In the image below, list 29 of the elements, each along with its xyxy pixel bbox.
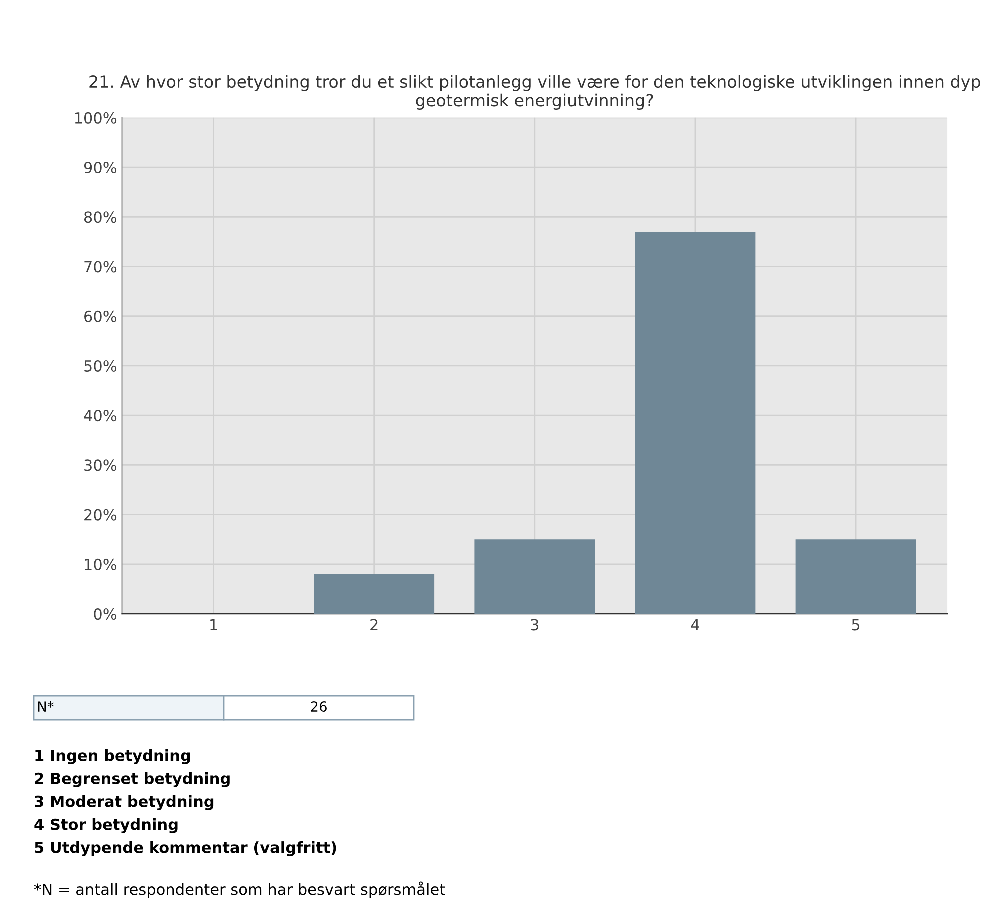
text: 3 Moderat betydning	[35, 796, 214, 810]
y-tick-label: 60%	[84, 310, 117, 322]
chart-title: 21. Av hvor stor betydning tror du et slikt pilotanlegg ville være for den teknologiske utviklingen innen dyp geotermisk energiutvinning?	[90, 75, 980, 110]
text: 4 Stor betydning	[34, 818, 178, 834]
y-tick-label: 40%	[84, 410, 117, 422]
x-tick-label: 1	[210, 619, 218, 631]
text: 2 Begrenset betydning	[35, 772, 230, 788]
x-tick-label: 2	[370, 619, 378, 631]
y-tick-label: 50%	[84, 360, 117, 372]
text: N*	[38, 702, 54, 712]
text: 1 Ingen betydning	[36, 750, 190, 764]
bar	[635, 232, 756, 614]
bar	[474, 540, 596, 614]
y-tick-label: 10%	[85, 558, 117, 570]
bar	[314, 574, 435, 614]
y-tick-label: 100%	[75, 112, 117, 124]
text: *N = antall respondenter som har besvart spørsmålet	[34, 882, 446, 898]
y-tick-label: 20%	[84, 509, 117, 521]
y-tick-label: 70%	[84, 261, 117, 273]
text: 5 Utdypende kommentar (valgfritt)	[35, 842, 336, 856]
y-tick-label: 80%	[84, 212, 117, 224]
text: 26	[311, 702, 327, 712]
x-tick-label: 5	[852, 619, 860, 631]
y-tick-label: 90%	[84, 162, 117, 174]
y-tick-label: 30%	[84, 460, 117, 472]
x-tick-label: 4	[691, 619, 700, 631]
bar	[796, 540, 916, 614]
x-tick-label: 3	[531, 619, 539, 631]
y-tick-label: 0%	[94, 608, 117, 620]
